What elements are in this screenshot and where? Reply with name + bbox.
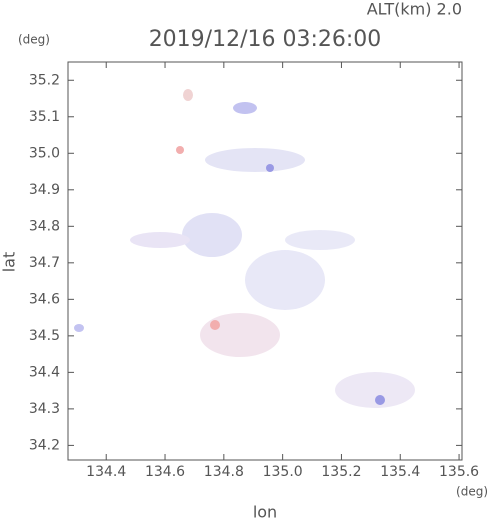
y-tick-label: 35.1 [29, 109, 60, 125]
echo-patch [130, 232, 190, 248]
echo-patch [210, 320, 220, 330]
plot-frame [67, 61, 463, 461]
echo-field [74, 89, 415, 408]
echo-patch [335, 372, 415, 408]
x-tick-label: 135.4 [380, 464, 420, 480]
x-tick-label: 135.6 [439, 464, 479, 480]
echo-patch [176, 146, 184, 154]
y-tick-label: 35.2 [29, 72, 60, 88]
x-tick-label: 135.2 [321, 464, 361, 480]
echo-patch [233, 102, 257, 114]
y-tick-label: 34.8 [29, 218, 60, 234]
y-tick-label: 34.4 [29, 364, 60, 380]
x-tick-label: 134.8 [204, 464, 244, 480]
y-tick-label: 34.2 [29, 437, 60, 453]
echo-patch [245, 250, 325, 310]
echo-patch [200, 313, 280, 357]
echo-patch [205, 148, 305, 172]
y-tick-label: 34.7 [29, 255, 60, 271]
chart-subtitle: ALT(km) 2.0 [367, 0, 462, 19]
y-tick-label: 34.5 [29, 328, 60, 344]
echo-patch [375, 395, 385, 405]
echo-patch [183, 89, 193, 101]
chart-title: 2019/12/16 03:26:00 [149, 27, 382, 52]
y-tick-label: 34.3 [29, 401, 60, 417]
x-unit: (deg) [456, 485, 488, 499]
x-tick-label: 134.6 [145, 464, 185, 480]
echo-patch [285, 230, 355, 250]
echo-patch [182, 213, 242, 257]
y-tick-label: 34.6 [29, 291, 60, 307]
y-axis-label: lat [0, 252, 19, 273]
x-tick-label: 134.4 [86, 464, 126, 480]
echo-patch [74, 324, 84, 332]
y-tick-label: 34.9 [29, 182, 60, 198]
y-unit: (deg) [18, 33, 50, 47]
x-tick-label: 135.0 [263, 464, 303, 480]
x-axis-label: lon [253, 503, 277, 521]
echo-patch [266, 164, 274, 172]
y-tick-label: 35.0 [29, 145, 60, 161]
